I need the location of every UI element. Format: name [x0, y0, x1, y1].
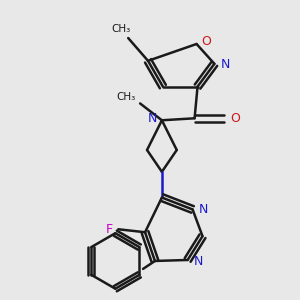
Text: N: N [220, 58, 230, 71]
Text: O: O [202, 34, 212, 47]
Text: F: F [106, 223, 113, 236]
Text: N: N [147, 112, 157, 125]
Text: N: N [194, 256, 203, 268]
Text: O: O [230, 112, 240, 125]
Text: N: N [199, 203, 208, 216]
Text: CH₃: CH₃ [112, 24, 131, 34]
Text: CH₃: CH₃ [117, 92, 136, 101]
